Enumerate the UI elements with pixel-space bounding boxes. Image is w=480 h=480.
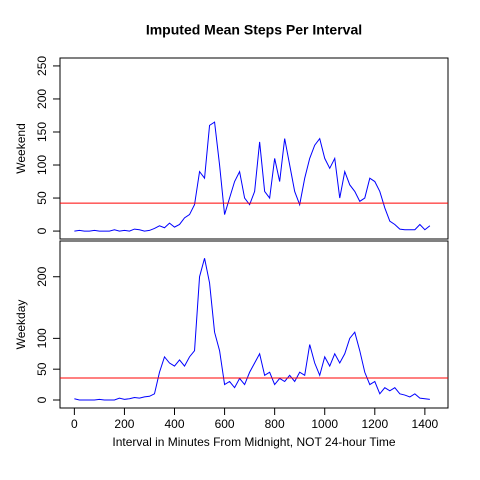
x-tick-label: 1400 <box>412 417 439 431</box>
y-tick-label: 150 <box>35 122 49 142</box>
y-tick-label: 200 <box>35 266 49 286</box>
y-axis-label: Weekend <box>14 123 28 173</box>
y-tick-label: 0 <box>35 227 49 234</box>
y-tick-label: 200 <box>35 89 49 109</box>
y-tick-label: 50 <box>35 191 49 205</box>
data-line <box>74 258 430 401</box>
x-tick-label: 600 <box>215 417 235 431</box>
x-tick-label: 400 <box>164 417 184 431</box>
y-tick-label: 250 <box>35 56 49 76</box>
panel-box <box>59 240 449 409</box>
x-tick-label: 800 <box>265 417 285 431</box>
y-tick-label: 50 <box>35 362 49 376</box>
y-tick-label: 100 <box>35 328 49 348</box>
panel-box <box>59 57 449 240</box>
y-tick-label: 100 <box>35 155 49 175</box>
y-tick-label: 0 <box>35 396 49 403</box>
x-tick-label: 0 <box>71 417 78 431</box>
data-line <box>74 121 431 232</box>
x-tick-label: 1200 <box>361 417 388 431</box>
y-axis-label: Weekday <box>14 300 28 350</box>
chart-title: Imputed Mean Steps Per Interval <box>146 22 362 38</box>
x-axis-label: Interval in Minutes From Midnight, NOT 2… <box>112 435 396 449</box>
x-tick-label: 1000 <box>311 417 338 431</box>
x-tick-label: 200 <box>114 417 134 431</box>
